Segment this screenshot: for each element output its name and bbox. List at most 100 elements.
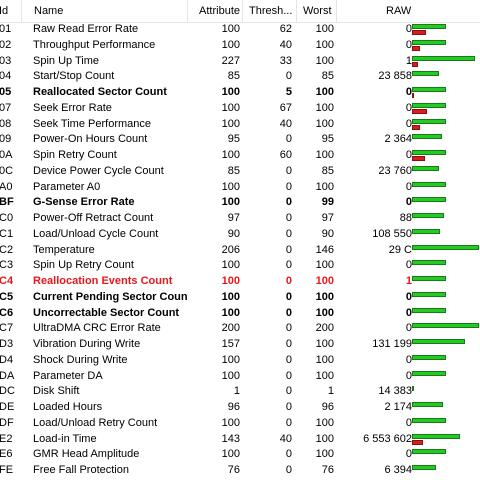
raw-value: 0 [405, 306, 412, 319]
threshold-bar-red [412, 30, 426, 35]
table-row[interactable]: 04 Start/Stop Count 85 0 85 23 858 [0, 69, 480, 85]
threshold-value: 0 [285, 180, 292, 193]
worst-value: 95 [321, 133, 334, 146]
table-row[interactable]: C7 UltraDMA CRC Error Rate 200 0 200 0 [0, 321, 480, 337]
table-row[interactable]: C5 Current Pending Sector Count 100 0 100 0 [0, 290, 480, 306]
column-divider[interactable] [242, 0, 243, 22]
column-header-worst[interactable]: Worst [303, 5, 332, 17]
table-row[interactable]: 08 Seek Time Performance 100 40 100 0 [0, 117, 480, 133]
table-row[interactable]: 0C Device Power Cycle Count 85 0 85 23 760 [0, 164, 480, 180]
raw-value: 0 [405, 101, 412, 114]
health-bar-green [412, 150, 446, 155]
column-header-attribute[interactable]: Attribute [199, 5, 240, 17]
table-row[interactable]: 0A Spin Retry Count 100 60 100 0 [0, 148, 480, 164]
table-row[interactable]: C1 Load/Unload Cycle Count 90 0 90 108 550 [0, 227, 480, 243]
health-bar-green [412, 449, 446, 455]
health-bar-green [412, 307, 446, 313]
worst-value: 100 [315, 306, 334, 319]
table-row[interactable]: 03 Spin Up Time 227 33 100 1 [0, 54, 480, 70]
attribute-id: C7 [0, 322, 14, 335]
column-header-threshold[interactable]: Thresh... [249, 5, 293, 17]
attribute-name: Loaded Hours [33, 401, 103, 413]
threshold-bar-red [412, 61, 418, 67]
worst-value: 146 [315, 243, 334, 256]
column-divider[interactable] [296, 0, 297, 22]
attribute-name: GMR Head Amplitude [33, 448, 140, 461]
table-row[interactable]: 05 Reallocated Sector Count 100 5 100 0 [0, 85, 480, 101]
attribute-value: 100 [221, 117, 240, 130]
table-row[interactable]: C3 Spin Up Retry Count 100 0 100 0 [0, 258, 480, 274]
attribute-name: Power-Off Retract Count [33, 212, 154, 224]
column-header: Id Name Attribute Thresh... Worst RAW [0, 0, 480, 23]
threshold-value: 0 [285, 322, 292, 335]
attribute-name: Seek Time Performance [33, 117, 151, 130]
threshold-value: 0 [285, 290, 292, 303]
raw-value: 0 [405, 322, 412, 335]
column-header-raw[interactable]: RAW [386, 5, 412, 17]
table-row[interactable]: DC Disk Shift 1 0 1 14 383 [0, 384, 480, 400]
attribute-id: DC [0, 385, 15, 398]
table-row[interactable]: 09 Power-On Hours Count 95 0 95 2 364 [0, 132, 480, 148]
worst-value: 96 [321, 401, 334, 413]
attribute-name: Uncorrectable Sector Count [33, 306, 180, 319]
table-row[interactable]: C4 Reallocation Events Count 100 0 100 1 [0, 274, 480, 290]
threshold-value: 0 [285, 259, 292, 272]
worst-value: 100 [315, 290, 334, 303]
health-bar-green [412, 165, 439, 171]
threshold-bar-red [412, 439, 423, 445]
table-row[interactable]: D4 Shock During Write 100 0 100 0 [0, 353, 480, 369]
worst-value: 100 [315, 369, 334, 382]
attribute-id: 07 [0, 101, 12, 114]
table-row[interactable]: A0 Parameter A0 100 0 100 0 [0, 180, 480, 196]
attribute-value: 100 [221, 275, 240, 287]
column-divider[interactable] [336, 0, 337, 22]
table-row[interactable]: E2 Load-in Time 143 40 100 6 553 602 [0, 432, 480, 448]
worst-value: 90 [321, 227, 334, 240]
health-bar-green [412, 402, 443, 407]
table-row[interactable]: 01 Raw Read Error Rate 100 62 100 0 [0, 22, 480, 38]
column-divider[interactable] [187, 0, 188, 22]
worst-value: 100 [315, 23, 334, 35]
health-bar-green [412, 24, 446, 29]
worst-value: 100 [315, 416, 334, 429]
table-row[interactable]: 02 Throughput Performance 100 40 100 0 [0, 38, 480, 54]
table-row[interactable]: DA Parameter DA 100 0 100 0 [0, 369, 480, 385]
column-header-id[interactable]: Id [0, 5, 9, 17]
column-header-name[interactable]: Name [34, 5, 64, 17]
threshold-bar-red [412, 124, 420, 130]
health-bar-green [412, 181, 446, 187]
health-bar-green [412, 260, 446, 266]
threshold-value: 0 [285, 464, 292, 476]
table-row[interactable]: E6 GMR Head Amplitude 100 0 100 0 [0, 447, 480, 463]
raw-value: 108 550 [372, 227, 412, 240]
attribute-id: E6 [0, 448, 13, 461]
table-row[interactable]: DE Loaded Hours 96 0 96 2 174 [0, 400, 480, 416]
health-bar-green [412, 433, 460, 439]
table-row[interactable]: FE Free Fall Protection 76 0 76 6 394 [0, 463, 480, 479]
raw-value: 0 [405, 416, 412, 429]
attribute-name: Vibration During Write [33, 338, 141, 350]
threshold-value: 0 [285, 227, 292, 240]
attribute-id: D4 [0, 353, 14, 366]
table-row[interactable]: C0 Power-Off Retract Count 97 0 97 88 [0, 211, 480, 227]
table-row[interactable]: DF Load/Unload Retry Count 100 0 100 0 [0, 416, 480, 432]
raw-value: 2 174 [384, 401, 412, 413]
attribute-value: 100 [221, 196, 240, 209]
attribute-id: 01 [0, 23, 12, 35]
raw-value: 1 [405, 275, 412, 287]
attribute-name: Power-On Hours Count [33, 133, 148, 146]
threshold-value: 0 [285, 212, 292, 224]
table-row[interactable]: C6 Uncorrectable Sector Count 100 0 100 0 [0, 306, 480, 322]
column-divider[interactable] [21, 0, 22, 22]
health-bar-green [412, 339, 465, 344]
table-row[interactable]: BF G-Sense Error Rate 100 0 99 0 [0, 195, 480, 211]
table-row[interactable]: C2 Temperature 206 0 146 29 C [0, 243, 480, 259]
table-row[interactable]: 07 Seek Error Rate 100 67 100 0 [0, 101, 480, 117]
threshold-value: 0 [285, 70, 292, 83]
health-bar-green [412, 244, 479, 250]
worst-value: 100 [315, 259, 334, 272]
worst-value: 100 [315, 149, 334, 161]
table-row[interactable]: D3 Vibration During Write 157 0 100 131 199 [0, 337, 480, 353]
raw-value: 14 383 [378, 385, 412, 398]
attribute-id: C6 [0, 306, 14, 319]
